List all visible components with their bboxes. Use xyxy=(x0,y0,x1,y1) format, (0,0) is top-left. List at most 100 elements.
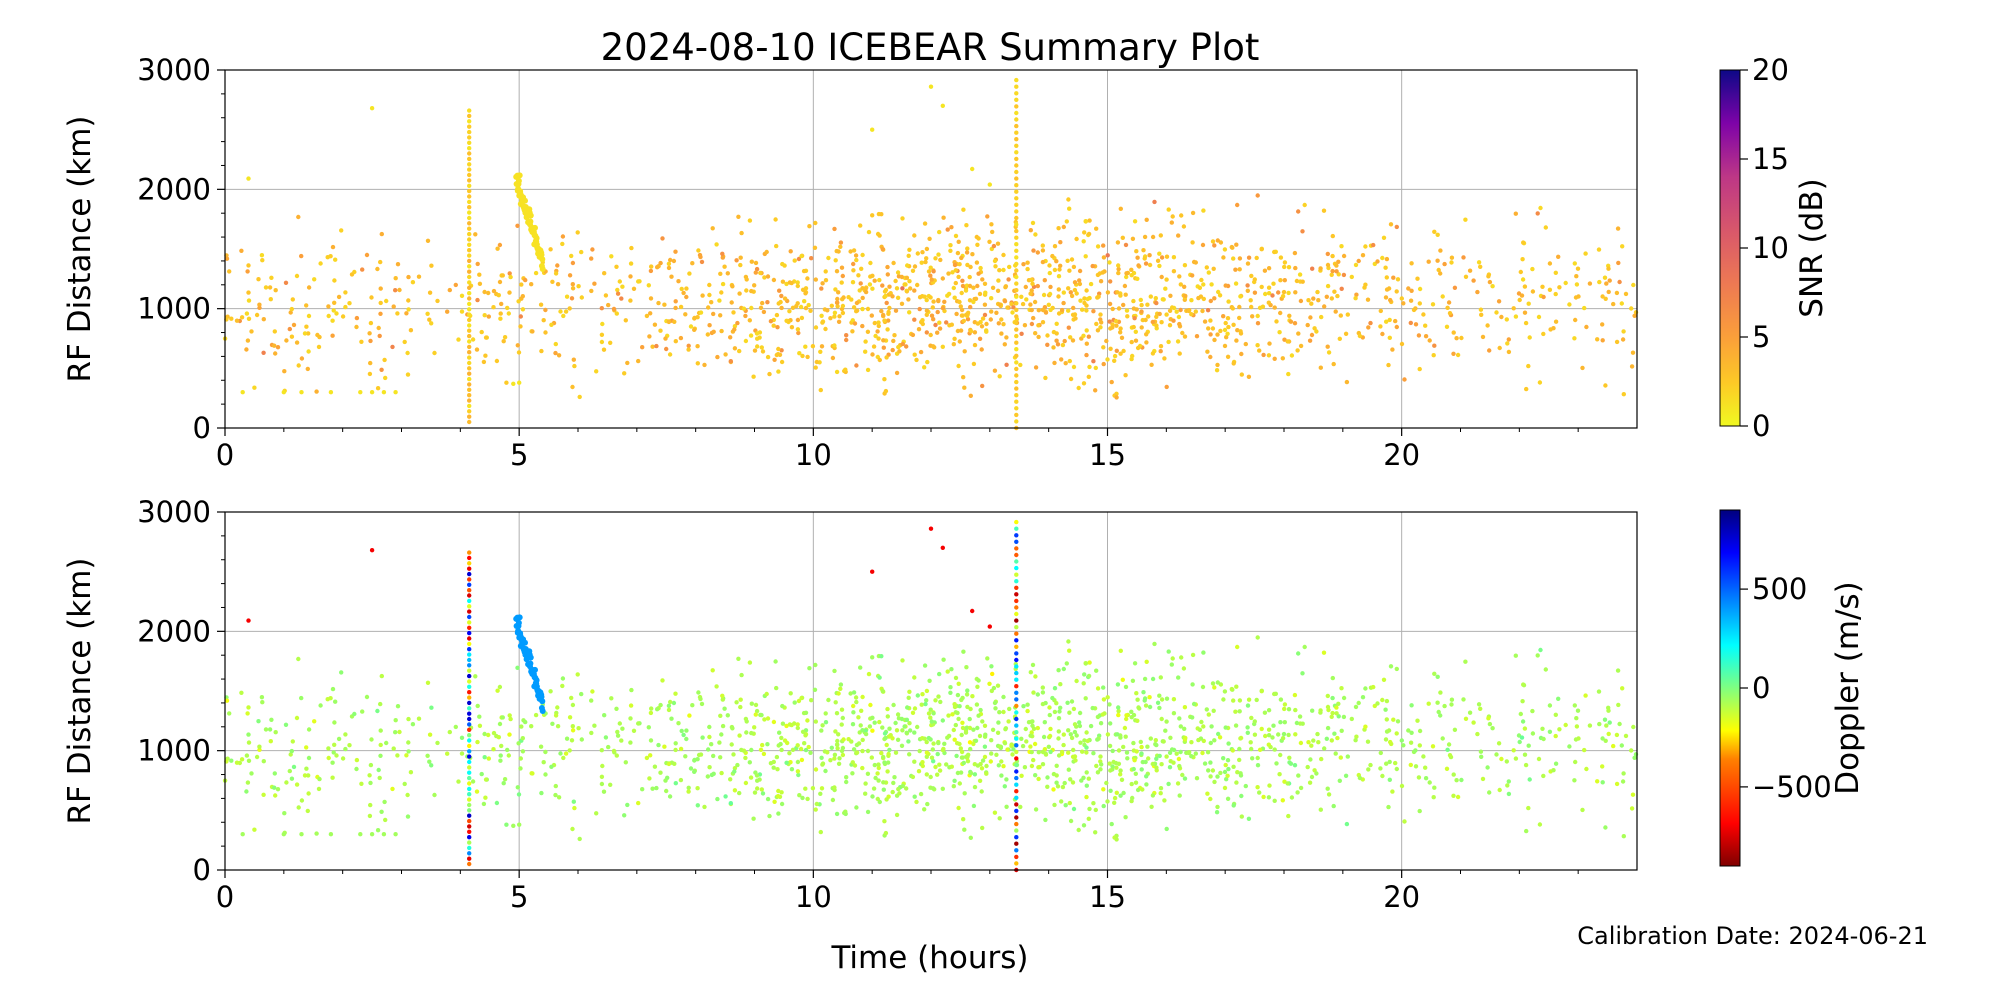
scatter-point xyxy=(529,282,534,287)
scatter-point xyxy=(1110,306,1115,312)
scatter-point xyxy=(957,339,962,344)
scatter-point xyxy=(1452,727,1458,732)
scatter-point xyxy=(825,308,830,313)
scatter-point xyxy=(885,327,890,332)
scatter-point xyxy=(617,279,622,284)
scatter-point xyxy=(1209,724,1214,729)
scatter-point xyxy=(928,273,933,278)
scatter-point xyxy=(1272,249,1277,255)
scatter-point xyxy=(1394,324,1400,330)
scatter-point xyxy=(895,737,901,742)
scatter-point xyxy=(1071,747,1076,753)
scatter-point xyxy=(1124,713,1129,718)
scatter-point xyxy=(970,166,975,172)
scatter-point xyxy=(1101,697,1107,702)
scatter-point xyxy=(1288,319,1294,324)
scatter-point xyxy=(929,719,934,724)
scatter-point xyxy=(1446,742,1452,747)
scatter-point xyxy=(1475,731,1480,737)
scatter-point xyxy=(549,322,554,327)
scatter-point xyxy=(980,719,985,724)
scatter-point xyxy=(1095,295,1100,300)
scatter-point xyxy=(1054,763,1059,768)
scatter-point xyxy=(1131,740,1136,746)
scatter-point xyxy=(747,318,752,323)
scatter-point xyxy=(1189,298,1194,303)
scatter-point xyxy=(1014,552,1019,558)
scatter-point xyxy=(1538,205,1543,211)
scatter-point xyxy=(852,763,858,768)
scatter-point xyxy=(1221,255,1226,260)
scatter-point xyxy=(1098,721,1104,726)
scatter-point xyxy=(915,724,920,730)
scatter-point xyxy=(1339,728,1344,733)
scatter-point xyxy=(989,751,994,756)
scatter-point xyxy=(910,268,916,273)
scatter-point xyxy=(467,274,472,280)
scatter-point xyxy=(1074,733,1079,738)
scatter-point xyxy=(592,723,597,728)
scatter-point xyxy=(779,348,784,353)
scatter-point xyxy=(792,700,797,705)
scatter-point xyxy=(975,242,980,247)
scatter-point xyxy=(967,725,973,731)
scatter-point xyxy=(1580,807,1585,813)
scatter-point xyxy=(1266,353,1272,358)
scatter-point xyxy=(1018,362,1023,368)
scatter-point xyxy=(416,274,422,279)
scatter-point xyxy=(1363,686,1368,691)
scatter-point xyxy=(1011,305,1016,310)
scatter-point xyxy=(1576,736,1581,741)
scatter-point xyxy=(1070,754,1076,759)
scatter-point xyxy=(1133,329,1139,334)
scatter-point xyxy=(1047,705,1052,710)
scatter-point xyxy=(1575,266,1581,271)
scatter-point xyxy=(474,347,480,352)
scatter-point xyxy=(899,716,905,722)
scatter-point xyxy=(1582,747,1587,753)
scatter-point xyxy=(523,719,528,725)
scatter-point xyxy=(787,309,792,314)
scatter-point xyxy=(1225,796,1231,801)
scatter-point xyxy=(810,344,816,349)
scatter-point xyxy=(835,304,840,309)
scatter-point xyxy=(1084,328,1089,333)
scatter-point xyxy=(838,686,843,691)
scatter-point xyxy=(666,703,672,708)
scatter-point xyxy=(246,705,251,710)
scatter-point xyxy=(1002,784,1007,789)
scatter-point xyxy=(1139,751,1144,756)
scatter-point xyxy=(1134,691,1139,696)
scatter-point xyxy=(757,335,762,340)
scatter-point xyxy=(780,261,785,267)
scatter-point xyxy=(1153,738,1159,743)
scatter-point xyxy=(1330,253,1335,259)
scatter-point xyxy=(830,355,836,361)
scatter-point xyxy=(1356,700,1361,706)
scatter-point xyxy=(1582,305,1587,311)
scatter-point xyxy=(477,281,483,286)
scatter-point xyxy=(912,352,917,357)
scatter-point xyxy=(1082,672,1087,677)
scatter-point xyxy=(1606,266,1611,271)
scatter-point xyxy=(1043,752,1049,757)
scatter-point xyxy=(1319,314,1324,320)
scatter-point xyxy=(688,766,694,771)
scatter-point xyxy=(1047,733,1053,739)
scatter-point xyxy=(1296,773,1301,778)
scatter-point xyxy=(1547,729,1553,734)
scatter-point xyxy=(741,306,747,311)
scatter-point xyxy=(1338,755,1344,760)
scatter-point xyxy=(896,786,901,792)
scatter-point xyxy=(806,744,811,750)
scatter-point xyxy=(744,288,749,293)
scatter-point xyxy=(1048,749,1053,755)
scatter-point xyxy=(1574,724,1580,729)
scatter-point xyxy=(1520,699,1525,704)
scatter-point xyxy=(666,261,672,266)
scatter-point xyxy=(378,742,383,748)
scatter-point xyxy=(567,748,572,753)
scatter-point xyxy=(1040,701,1046,707)
scatter-point xyxy=(1259,247,1264,252)
scatter-point xyxy=(1527,335,1532,340)
